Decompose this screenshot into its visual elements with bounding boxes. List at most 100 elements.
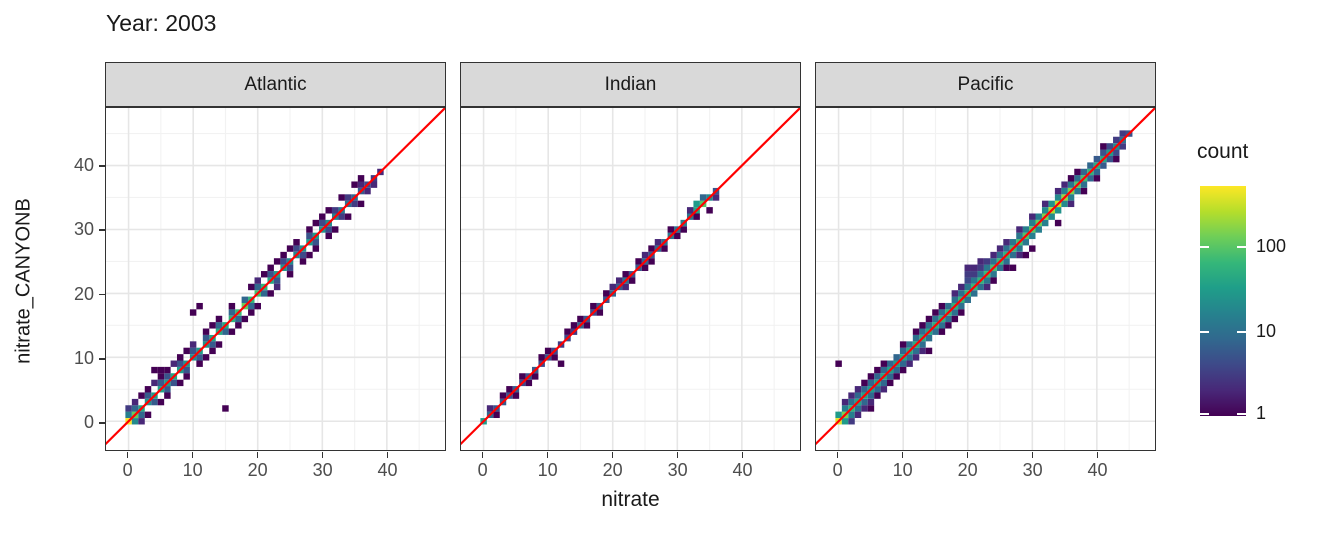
bin-cell [880,379,888,387]
bin-cell [654,239,662,246]
bin-cell [1054,207,1062,214]
y-tick-mark [99,293,105,296]
bin-cell [1029,245,1036,252]
bin-cell [338,194,345,201]
bin-cell [899,366,907,374]
bin-cell [996,251,1004,259]
bin-cell [1009,251,1017,259]
bin-cell [906,341,913,348]
bin-cell [867,398,875,406]
bin-cell [1087,175,1094,182]
bin-cell [874,386,881,393]
facet-label: Pacific [957,73,1014,95]
bin-cell [628,277,636,284]
bin-cell [848,418,855,425]
bin-cell [512,392,520,399]
facet-pacific: Pacific [815,62,1156,482]
bin-cell [260,271,268,278]
bin-cell [693,200,700,208]
bin-cell [325,226,332,233]
bin-cell [1080,187,1088,195]
bin-cell [880,360,888,367]
bin-cell [970,271,978,278]
legend-tick-label: 10 [1256,320,1277,341]
bin-cell [144,392,152,399]
x-tick-mark [741,452,744,458]
bin-cell [325,207,332,214]
x-tick-label: 0 [832,460,843,480]
x-tick-mark [1096,452,1099,458]
x-tick-mark [1031,452,1034,458]
bin-cell [183,347,190,355]
bin-cell [138,392,145,399]
plot-title: Year: 2003 [106,10,217,36]
bin-cell [899,347,907,355]
bin-cell [499,392,507,399]
bin-cell [983,264,991,271]
facet-strip-atlantic: Atlantic [105,62,446,107]
bin-cell [577,315,584,323]
x-tick-label: 40 [732,460,753,480]
bin-cell [183,366,190,374]
bin-cell [248,283,255,291]
bin-cell [990,277,997,284]
bin-cell [1093,155,1101,163]
bin-cell [938,322,946,329]
bin-cell [925,322,933,329]
bin-cell [983,258,991,265]
bin-cell [983,283,991,291]
bin-cell [906,360,913,367]
bin-cell [241,296,249,303]
bin-cell [557,360,565,367]
bin-cell [641,264,649,271]
bin-cell [932,328,939,335]
bin-cell [964,264,971,271]
bin-cell [144,411,152,419]
bin-cell [125,405,132,412]
bin-cell [1035,226,1042,233]
bin-cell [912,334,920,342]
bin-cell [1041,200,1049,208]
bin-cell [1022,239,1030,246]
y-tick-mark [99,422,105,424]
bin-cell [202,354,210,361]
bin-cell [170,379,178,387]
panel-plot-area [105,107,446,451]
bin-cell [299,251,307,259]
bin-cell [531,373,539,380]
bin-cell [570,322,578,329]
bin-cell [164,392,171,399]
x-tick-mark [126,452,129,458]
bin-cell [886,379,894,387]
bin-cell [131,418,139,425]
y-tick-mark [99,358,105,360]
bin-cell [164,386,171,393]
bin-cell [841,418,849,425]
bin-cell [157,373,165,380]
x-tick-mark [966,452,969,458]
bin-cell [912,328,920,335]
bin-cell [693,213,700,220]
bin-cell [1067,181,1075,188]
bin-cell [164,366,171,374]
bin-cell [874,392,881,399]
bin-cell [686,207,694,214]
bin-cell [280,258,287,265]
bin-cell [1009,264,1017,271]
bin-cell [848,398,855,406]
bin-cell [1100,143,1107,150]
bin-cell [151,379,158,387]
bin-cell [1003,264,1010,271]
bin-cell [977,271,984,278]
bin-cell [176,354,184,361]
bin-cell [1016,251,1023,259]
bin-cell [273,277,281,284]
bin-cell [899,341,907,348]
bin-cell [306,226,313,233]
legend-tick-mark [1200,330,1209,333]
bin-cell [990,251,997,259]
bin-cell [880,386,888,393]
bin-cell [306,251,313,259]
bin-cell [1054,194,1062,201]
